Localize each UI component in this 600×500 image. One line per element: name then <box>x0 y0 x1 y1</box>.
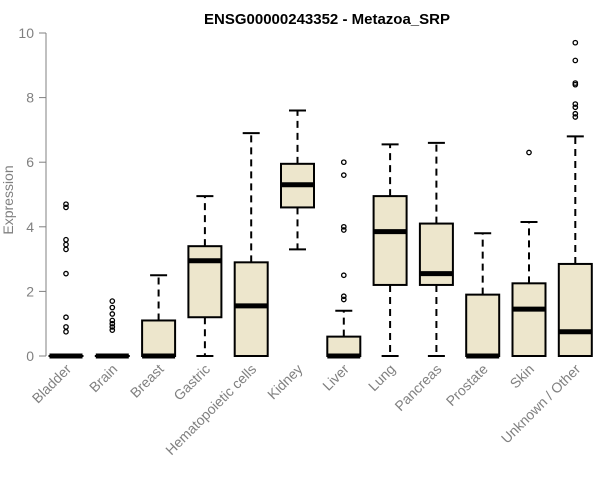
outlier-point <box>109 298 116 304</box>
outlier-point <box>340 272 347 279</box>
outlier-point <box>63 201 69 208</box>
outlier-point <box>572 101 579 107</box>
outlier-point <box>63 314 69 321</box>
x-tick-label: Prostate <box>443 361 491 409</box>
box-body <box>557 262 593 358</box>
boxes-group <box>48 39 593 359</box>
y-tick-label: 4 <box>26 219 34 235</box>
outlier-point <box>109 324 116 330</box>
y-tick-label: 8 <box>26 90 34 106</box>
y-tick-label: 6 <box>26 154 34 170</box>
box-prostate <box>465 232 501 359</box>
x-tick-label: Pancreas <box>391 361 444 414</box>
outlier-point <box>526 149 532 156</box>
outlier-point <box>340 159 347 166</box>
outlier-point <box>572 80 579 86</box>
outlier-point <box>63 241 69 248</box>
x-tick-label: Breast <box>127 361 167 401</box>
box-lung <box>372 143 408 357</box>
outlier-point <box>340 293 347 300</box>
outlier-point <box>572 110 579 117</box>
outlier-point <box>572 114 579 120</box>
box-hematopoietic-cells <box>233 132 269 357</box>
box-body <box>511 282 547 358</box>
box-bladder <box>48 201 84 359</box>
outlier-point <box>109 327 116 334</box>
x-tick-label: Unknown / Other <box>498 361 584 447</box>
outlier-point <box>63 236 69 243</box>
outlier-point <box>340 172 347 178</box>
box-body <box>141 319 177 357</box>
x-tick-label: Kidney <box>264 361 306 403</box>
x-tick-label: Liver <box>319 361 352 394</box>
y-tick-label: 0 <box>26 348 34 364</box>
x-tick-label: Lung <box>365 361 398 394</box>
y-tick-label: 2 <box>26 283 34 299</box>
outlier-point <box>340 223 347 230</box>
y-axis-label: Expression <box>0 165 16 234</box>
chart-title: ENSG00000243352 - Metazoa_SRP <box>204 11 450 28</box>
y-axis: 0 2 4 6 8 10 <box>18 25 47 364</box>
box-breast <box>141 274 177 359</box>
y-tick-label: 10 <box>18 25 34 41</box>
box-liver <box>326 159 362 359</box>
box-body <box>233 261 269 357</box>
box-body <box>187 245 223 319</box>
outlier-point <box>63 270 69 277</box>
outlier-point <box>63 328 69 335</box>
box-body <box>372 195 408 286</box>
box-body <box>465 293 501 358</box>
x-tick-label: Brain <box>86 361 120 395</box>
outlier-point <box>572 57 579 64</box>
outlier-point <box>572 104 579 111</box>
outlier-point <box>63 324 69 330</box>
box-gastric <box>187 195 223 357</box>
x-tick-label: Bladder <box>29 361 75 407</box>
outlier-point <box>340 227 347 233</box>
outlier-point <box>109 304 116 311</box>
x-tick-label: Skin <box>507 361 538 392</box>
outlier-point <box>109 320 116 327</box>
box-skin <box>511 149 547 358</box>
outlier-point <box>109 317 116 324</box>
outlier-point <box>572 39 579 46</box>
box-body <box>326 335 362 357</box>
x-tick-label: Hematopoietic cells <box>162 361 259 458</box>
box-pancreas <box>418 141 454 357</box>
box-unknown-other <box>557 39 593 358</box>
box-brain <box>94 298 130 359</box>
outlier-point <box>63 204 69 211</box>
outlier-point <box>340 296 347 303</box>
box-kidney <box>280 109 315 251</box>
x-tick-label: Gastric <box>170 361 213 404</box>
outlier-point <box>109 311 116 317</box>
outlier-point <box>63 246 69 253</box>
